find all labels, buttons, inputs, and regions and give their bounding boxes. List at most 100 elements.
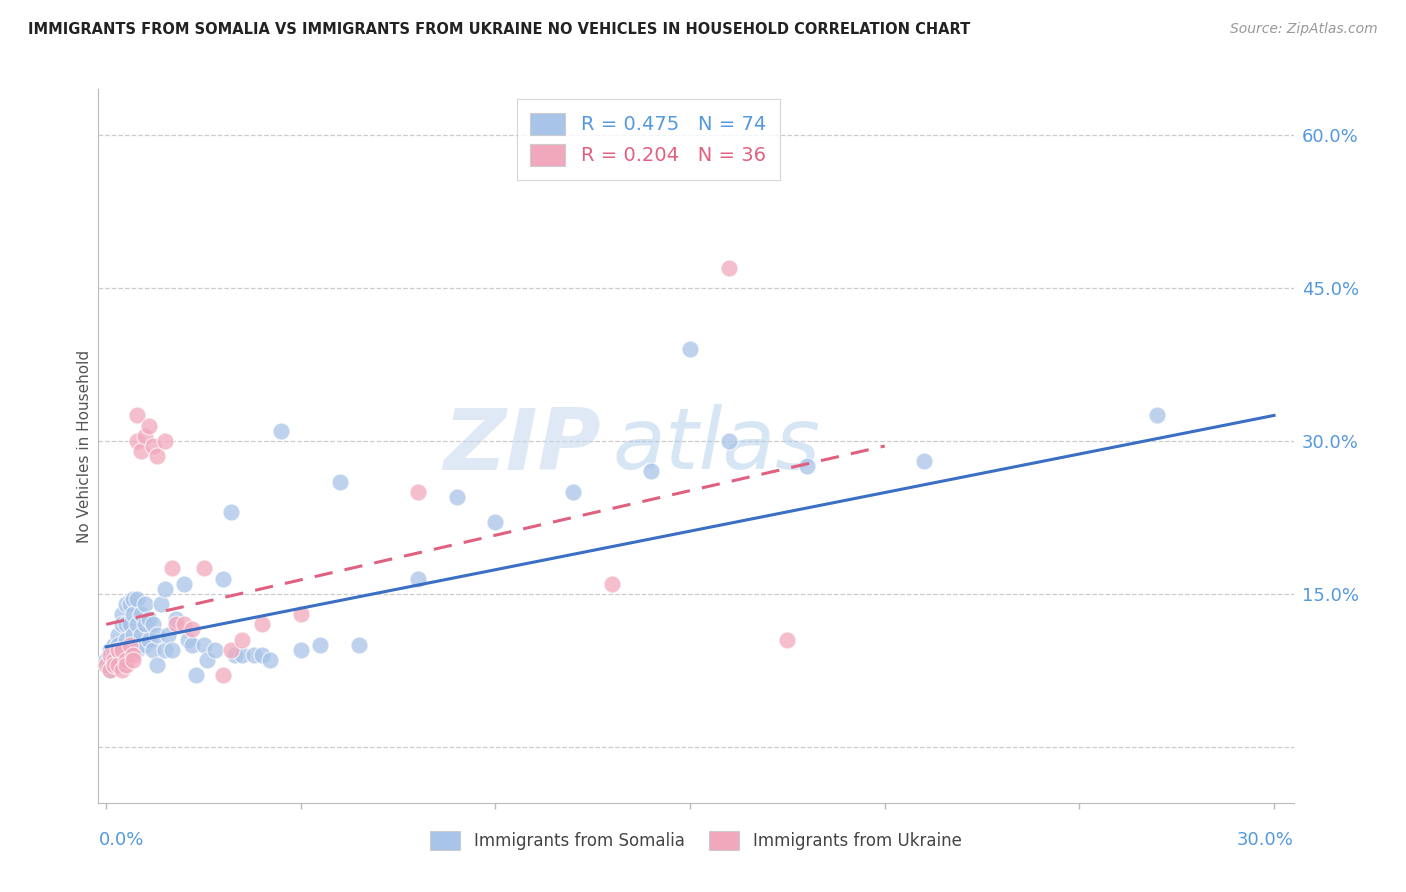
Point [107,648,129,662]
Point [96,653,118,667]
Point [107,638,129,652]
Point [173,617,195,632]
Point [103,653,125,667]
Point [204,643,226,657]
Point [122,653,145,667]
Point [98,648,121,662]
Point [231,632,253,647]
Text: IMMIGRANTS FROM SOMALIA VS IMMIGRANTS FROM UKRAINE NO VEHICLES IN HOUSEHOLD CORR: IMMIGRANTS FROM SOMALIA VS IMMIGRANTS FR… [28,22,970,37]
Point [640,465,662,479]
Text: atlas: atlas [613,404,820,488]
Point [142,643,165,657]
Point [193,561,215,575]
Point [162,561,184,575]
Point [142,617,165,632]
Text: 0.0%: 0.0% [98,831,143,849]
Y-axis label: No Vehicles in Household: No Vehicles in Household [77,350,91,542]
Point [406,484,429,499]
Point [142,439,165,453]
Point [250,617,273,632]
Point [129,627,152,641]
Point [153,434,176,448]
Point [127,617,149,632]
Point [157,627,180,641]
Point [193,638,215,652]
Point [118,597,141,611]
Point [107,643,129,657]
Point [259,653,281,667]
Point [679,342,702,356]
Point [103,648,125,662]
Point [122,591,145,606]
Point [129,607,152,622]
Point [290,607,312,622]
Point [134,638,156,652]
Point [290,643,312,657]
Point [114,653,136,667]
Point [98,663,121,677]
Point [177,632,200,647]
Point [122,607,145,622]
Point [562,484,585,499]
Text: ZIP: ZIP [443,404,600,488]
Point [718,434,741,448]
Point [250,648,273,662]
Point [484,516,506,530]
Point [103,658,125,673]
Point [114,632,136,647]
Point [111,607,134,622]
Point [153,582,176,596]
Point [219,643,242,657]
Point [146,627,169,641]
Point [122,648,145,662]
Point [146,449,169,463]
Point [184,668,207,682]
Point [165,617,187,632]
Point [153,643,176,657]
Point [98,658,121,673]
Point [776,632,799,647]
Point [98,643,121,657]
Point [270,424,292,438]
Point [329,475,352,489]
Point [114,658,136,673]
Point [165,612,187,626]
Point [309,638,332,652]
Point [149,597,172,611]
Point [1146,409,1168,423]
Point [600,576,623,591]
Point [111,643,134,657]
Point [224,648,246,662]
Point [103,643,125,657]
Point [212,572,235,586]
Point [111,617,134,632]
Point [718,260,741,275]
Point [446,490,468,504]
Point [243,648,266,662]
Point [118,617,141,632]
Point [138,612,160,626]
Text: Source: ZipAtlas.com: Source: ZipAtlas.com [1230,22,1378,37]
Text: 30.0%: 30.0% [1237,831,1294,849]
Point [134,617,156,632]
Point [111,653,134,667]
Point [107,627,129,641]
Point [118,638,141,652]
Point [180,623,202,637]
Point [103,638,125,652]
Point [107,658,129,673]
Point [114,597,136,611]
Point [212,668,235,682]
Point [406,572,429,586]
Point [129,444,152,458]
Point [138,418,160,433]
Point [127,409,149,423]
Point [138,632,160,647]
Point [146,658,169,673]
Point [134,429,156,443]
Point [122,627,145,641]
Point [796,459,818,474]
Point [111,663,134,677]
Point [127,643,149,657]
Point [96,658,118,673]
